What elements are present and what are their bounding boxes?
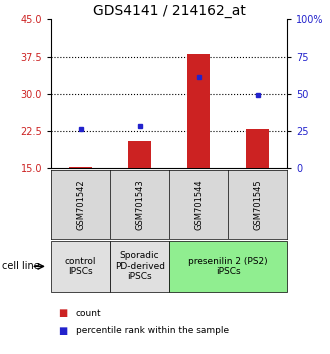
Text: count: count [76, 309, 102, 318]
Bar [110, 241, 169, 292]
Bar [169, 241, 287, 292]
Text: GSM701542: GSM701542 [76, 179, 85, 230]
Text: GSM701543: GSM701543 [135, 179, 144, 230]
Bar [128, 141, 151, 168]
Text: cell line: cell line [2, 261, 39, 272]
Text: control
IPSCs: control IPSCs [65, 257, 96, 276]
Bar [187, 54, 211, 168]
Text: ■: ■ [58, 308, 67, 318]
Text: percentile rank within the sample: percentile rank within the sample [76, 326, 229, 336]
Text: presenilin 2 (PS2)
iPSCs: presenilin 2 (PS2) iPSCs [188, 257, 268, 276]
Text: Sporadic
PD-derived
iPSCs: Sporadic PD-derived iPSCs [115, 251, 165, 281]
Title: GDS4141 / 214162_at: GDS4141 / 214162_at [93, 5, 246, 18]
Bar [246, 130, 269, 168]
Bar [51, 241, 110, 292]
Bar [69, 167, 92, 168]
Text: GSM701544: GSM701544 [194, 179, 203, 230]
Text: ■: ■ [58, 326, 67, 336]
Text: GSM701545: GSM701545 [253, 179, 262, 230]
